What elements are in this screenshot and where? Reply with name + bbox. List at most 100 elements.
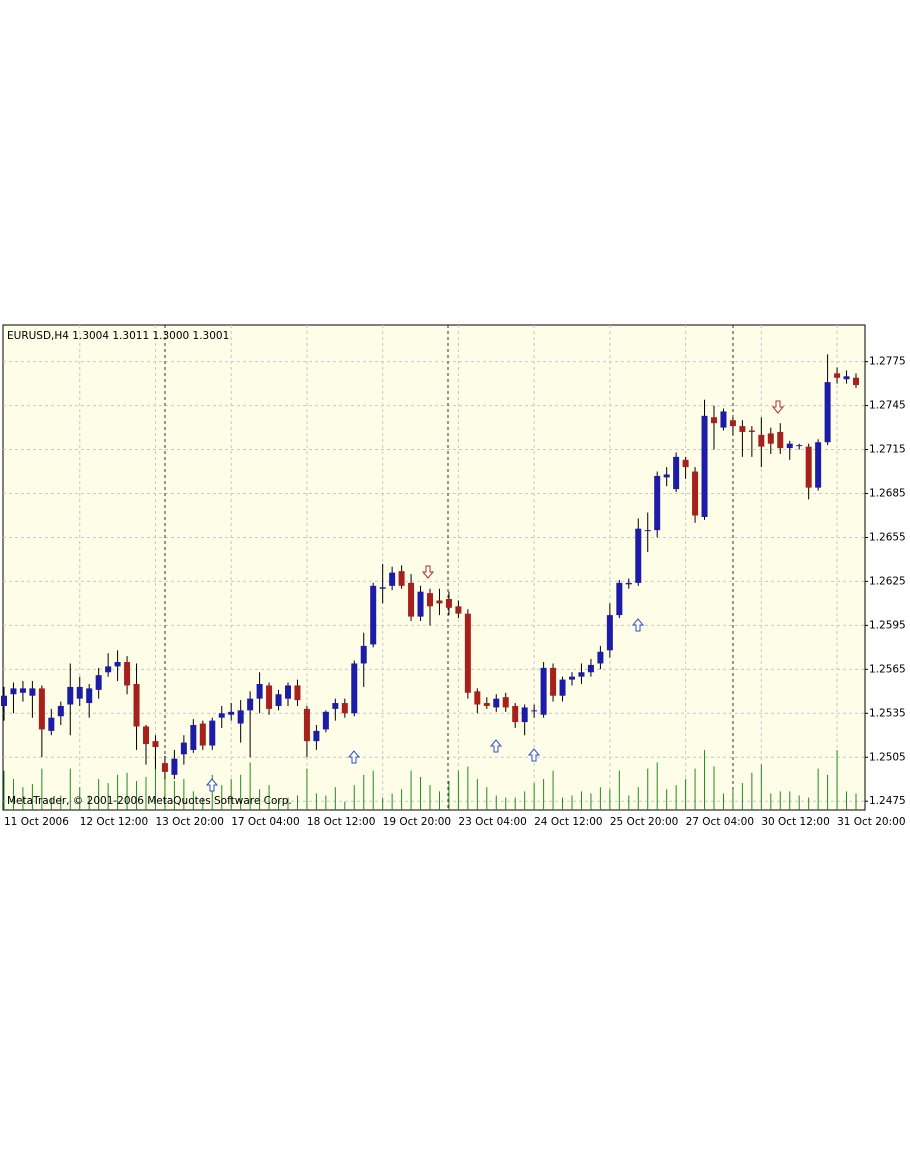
candle-body [635, 528, 642, 583]
candle-body [95, 675, 102, 690]
candle-body [606, 615, 613, 651]
x-tick-label: 25 Oct 20:00 [610, 816, 678, 828]
candle-body [853, 377, 859, 386]
candle-body [171, 758, 178, 775]
candle-body [275, 694, 282, 706]
y-tick-label: 1.2685 [869, 488, 906, 500]
candle-body [748, 430, 755, 432]
candle-body [360, 645, 367, 664]
candle-body [569, 676, 575, 680]
candle-body [417, 591, 424, 617]
candle-body [815, 442, 822, 488]
x-tick-label: 18 Oct 12:00 [307, 816, 375, 828]
y-tick-label: 1.2505 [869, 751, 906, 763]
x-tick-label: 17 Oct 04:00 [231, 816, 299, 828]
candle-body [57, 705, 64, 717]
candle-body [644, 530, 651, 532]
y-tick-label: 1.2475 [869, 795, 906, 807]
candle-body [86, 688, 93, 704]
x-tick-label: 31 Oct 20:00 [837, 816, 905, 828]
candle-body [313, 730, 320, 742]
candle-body [587, 664, 594, 673]
chart-title: EURUSD,H4 1.3004 1.3011 1.3000 1.3001 [7, 330, 229, 342]
candle-body [445, 599, 452, 608]
candle-body [351, 663, 358, 714]
candle-body [540, 667, 547, 715]
candle-body [455, 606, 462, 614]
candle-body [228, 711, 235, 715]
candle-body [152, 741, 159, 747]
y-tick-label: 1.2715 [869, 444, 906, 456]
candle-body [493, 698, 500, 708]
candle-body [124, 662, 131, 686]
candle-body [739, 426, 746, 432]
candle-body [550, 667, 557, 696]
candle-body [483, 703, 490, 706]
candle-body [1, 695, 7, 706]
candle-body [237, 710, 244, 724]
period-separators [164, 325, 734, 810]
candle-body [758, 434, 765, 447]
candle-body [294, 685, 301, 701]
candle-body [370, 585, 377, 645]
candle-body [180, 742, 187, 755]
up-arrow [205, 778, 219, 792]
up-arrow [347, 750, 361, 764]
candle-body [209, 720, 216, 746]
x-tick-label: 24 Oct 12:00 [534, 816, 602, 828]
y-tick-label: 1.2775 [869, 356, 906, 368]
x-tick-label: 30 Oct 12:00 [761, 816, 829, 828]
plot-area [2, 324, 866, 811]
candle-body [218, 713, 225, 718]
candle-body [729, 420, 736, 427]
candle-body [464, 613, 471, 693]
candle-body [38, 688, 45, 730]
up-arrow [631, 618, 645, 632]
candle-body [512, 705, 519, 723]
candle-body [720, 411, 727, 428]
x-tick-label: 19 Oct 20:00 [383, 816, 451, 828]
candle-body [436, 600, 443, 604]
candle-body [597, 651, 604, 664]
candle-body [578, 672, 585, 677]
candle-body [29, 688, 36, 696]
x-tick-label: 11 Oct 2006 [4, 816, 69, 828]
down-arrow [421, 565, 435, 579]
x-tick-label: 13 Oct 20:00 [155, 816, 223, 828]
marks [1, 354, 859, 810]
candle-body [559, 679, 566, 696]
candle-body [341, 703, 348, 714]
x-tick-label: 12 Oct 12:00 [80, 816, 148, 828]
candle-body [48, 717, 55, 731]
candle-body [408, 582, 415, 617]
candle-body [256, 683, 263, 699]
candle-body [616, 582, 623, 616]
candle-body [625, 582, 632, 585]
candle-body [663, 474, 670, 478]
candle-body [133, 683, 140, 727]
candle-body [114, 662, 121, 667]
candle-body [143, 726, 149, 745]
candle-body [502, 697, 509, 708]
candle-body [474, 691, 481, 705]
candle-body [190, 725, 197, 750]
candle-body [692, 471, 699, 516]
candle-body [285, 685, 291, 699]
y-tick-label: 1.2535 [869, 707, 906, 719]
candle-body [379, 587, 386, 589]
candle-body [332, 703, 339, 709]
candle-body [824, 382, 831, 443]
candle-body [786, 443, 793, 449]
copyright: MetaTrader, © 2001-2006 MetaQuotes Softw… [7, 795, 292, 807]
y-tick-label: 1.2625 [869, 575, 906, 587]
candle-body [521, 707, 528, 723]
candle-body [10, 688, 17, 695]
candle-body [427, 593, 433, 607]
candle-body [711, 417, 717, 424]
candle-body [767, 433, 774, 444]
up-arrow [489, 739, 503, 753]
candle-body [199, 723, 206, 746]
candle-body [682, 459, 689, 468]
candle-body [777, 431, 784, 449]
